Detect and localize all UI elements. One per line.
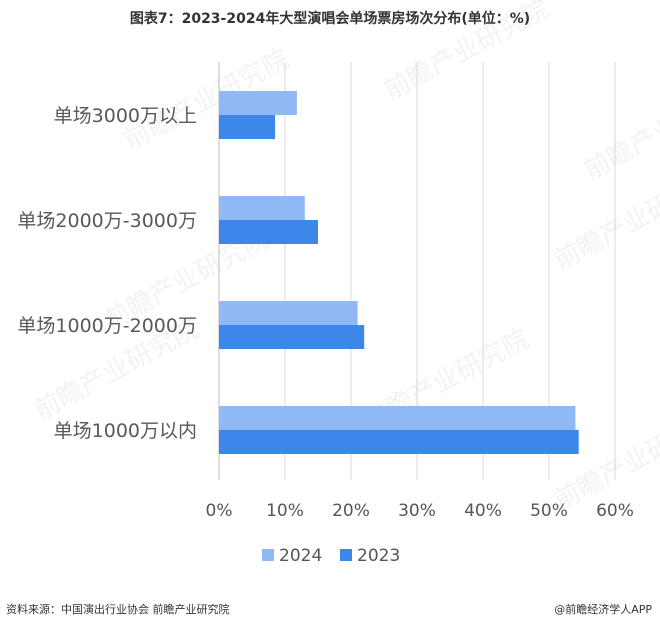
bar-2024 [219,301,358,325]
source-note: 资料来源：中国演出行业协会 前瞻产业研究院 [6,603,230,616]
bar-2024 [219,406,576,430]
category-label: 单场3000万以上 [54,105,197,127]
x-tick-label: 30% [398,501,436,521]
x-tick-label: 40% [464,501,502,521]
category-label: 单场1000万以内 [54,420,197,442]
legend-swatch-2023 [340,549,352,561]
bar-2024 [219,196,305,220]
x-tick-label: 20% [332,501,370,521]
bar-2024 [219,91,297,115]
bar-2023 [219,325,365,349]
watermark-text: 前瞻产业研究院 [579,74,660,186]
watermark-text: 前瞻产业研究院 [379,0,554,106]
chart-title: 图表7：2023-2024年大型演唱会单场票房场次分布(单位：%) [129,11,531,27]
x-tick-label: 0% [206,501,233,521]
brand-label: @前瞻经济学人APP [554,603,652,616]
category-label: 单场2000万-3000万 [17,210,197,232]
bar-2023 [219,115,276,139]
bar-2023 [219,220,318,244]
legend-label-2024: 2024 [279,546,322,566]
category-label: 单场1000万-2000万 [17,315,197,337]
legend-label-2023: 2023 [357,546,400,566]
x-tick-label: 50% [530,501,568,521]
legend-swatch-2024 [262,549,274,561]
x-tick-label: 60% [596,501,634,521]
watermark-text: 前瞻产业研究院 [549,164,660,276]
x-tick-label: 10% [266,501,304,521]
bar-2023 [219,430,579,454]
